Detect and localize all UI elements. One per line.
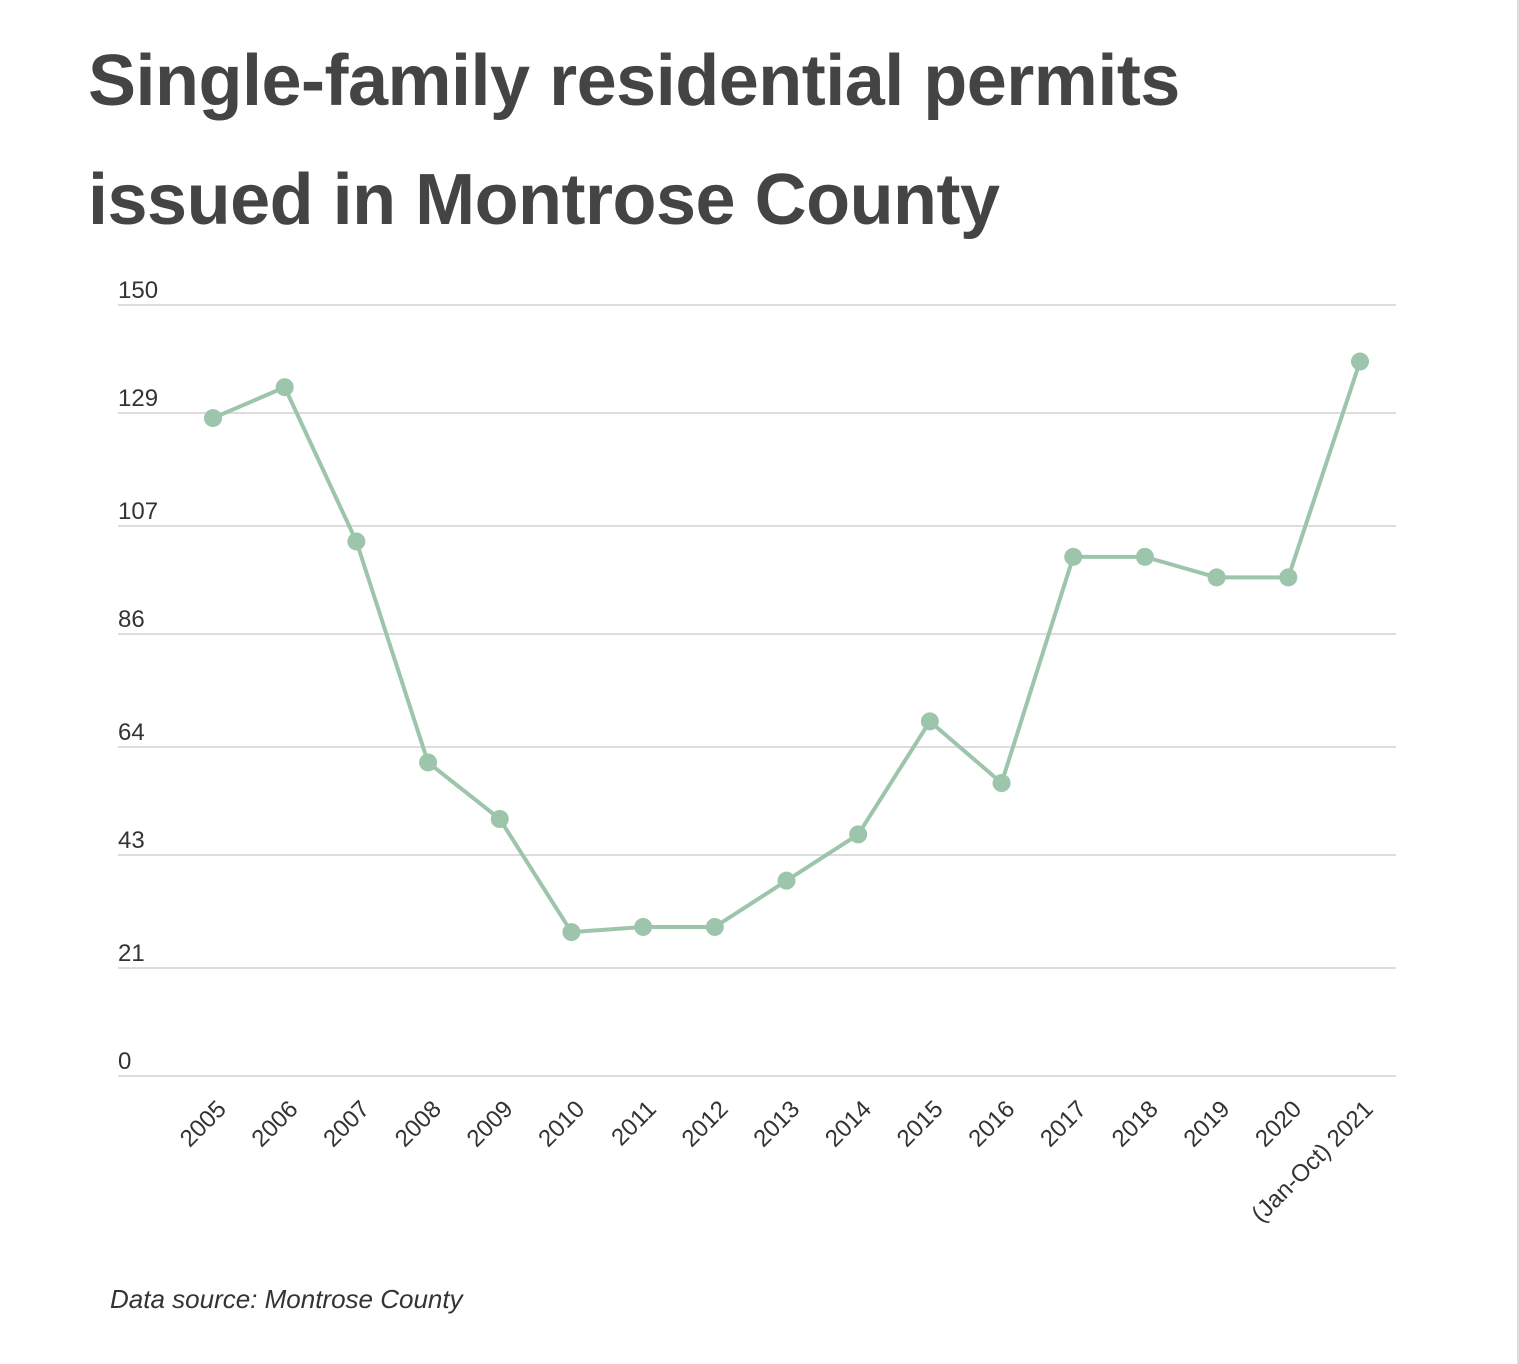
x-tick-label: 2017 xyxy=(1035,1096,1092,1153)
x-axis-ticks: 2005 2006 2007 2008 2009 2010 2011 2012 2013 2014… xyxy=(175,1096,1379,1228)
data-point-2008 xyxy=(419,753,438,772)
data-point-2020 xyxy=(1279,568,1298,587)
y-tick-label: 43 xyxy=(118,827,145,854)
data-point-2009 xyxy=(490,810,509,828)
data-point-2015 xyxy=(920,712,939,731)
y-tick-label: 150 xyxy=(118,277,158,304)
data-point-2012 xyxy=(705,917,724,936)
data-point-2019 xyxy=(1207,568,1226,587)
gridlines xyxy=(118,304,1396,1077)
data-source-note: Data source: Montrose County xyxy=(110,1284,463,1314)
data-point-2014 xyxy=(849,825,868,844)
data-point-2018 xyxy=(1135,547,1154,566)
y-tick-label: 0 xyxy=(118,1048,131,1075)
x-tick-label: 2015 xyxy=(892,1096,949,1153)
x-tick-label: 2007 xyxy=(318,1096,375,1153)
x-tick-label: 2018 xyxy=(1107,1096,1164,1153)
x-tick-label: 2012 xyxy=(677,1096,734,1153)
data-series xyxy=(204,352,1369,942)
data-point-2013 xyxy=(777,871,796,890)
y-axis-ticks: 0 21 43 64 86 107 129 150 xyxy=(118,277,158,1075)
data-point-jan-oct-2021 xyxy=(1351,352,1369,371)
data-point-2010 xyxy=(562,923,581,942)
data-point-2007 xyxy=(347,532,366,551)
data-point-2017 xyxy=(1064,547,1083,566)
y-tick-label: 21 xyxy=(118,940,145,967)
x-tick-label: 2010 xyxy=(533,1096,590,1153)
chart-title-line-2: issued in Montrose County xyxy=(88,160,1000,240)
data-point-2011 xyxy=(634,917,653,936)
chart-title-line-1: Single-family residential permits xyxy=(88,41,1180,121)
x-tick-label: 2008 xyxy=(390,1096,447,1153)
x-tick-label: 2006 xyxy=(247,1096,304,1153)
x-tick-label: (Jan-Oct) 2021 xyxy=(1246,1096,1378,1228)
data-point-2016 xyxy=(992,774,1011,793)
chart-title: Single-family residential permits issued… xyxy=(88,22,1388,260)
x-tick-label: 2005 xyxy=(175,1096,232,1153)
y-tick-label: 86 xyxy=(118,606,145,633)
x-tick-label: 2014 xyxy=(820,1096,877,1153)
data-point-2005 xyxy=(204,409,222,428)
series-line xyxy=(211,359,1362,935)
x-tick-label: 2020 xyxy=(1250,1096,1307,1153)
x-tick-label: 2011 xyxy=(606,1096,662,1152)
x-tick-label: 2016 xyxy=(963,1096,1020,1153)
y-tick-label: 107 xyxy=(118,498,158,525)
data-point-2006 xyxy=(275,378,294,397)
x-tick-label: 2009 xyxy=(462,1096,519,1153)
y-tick-label: 64 xyxy=(118,719,145,746)
x-tick-label: 2019 xyxy=(1179,1096,1236,1153)
y-tick-label: 129 xyxy=(118,385,158,412)
right-edge-divider xyxy=(1517,0,1519,1364)
x-tick-label: 2013 xyxy=(748,1096,805,1153)
